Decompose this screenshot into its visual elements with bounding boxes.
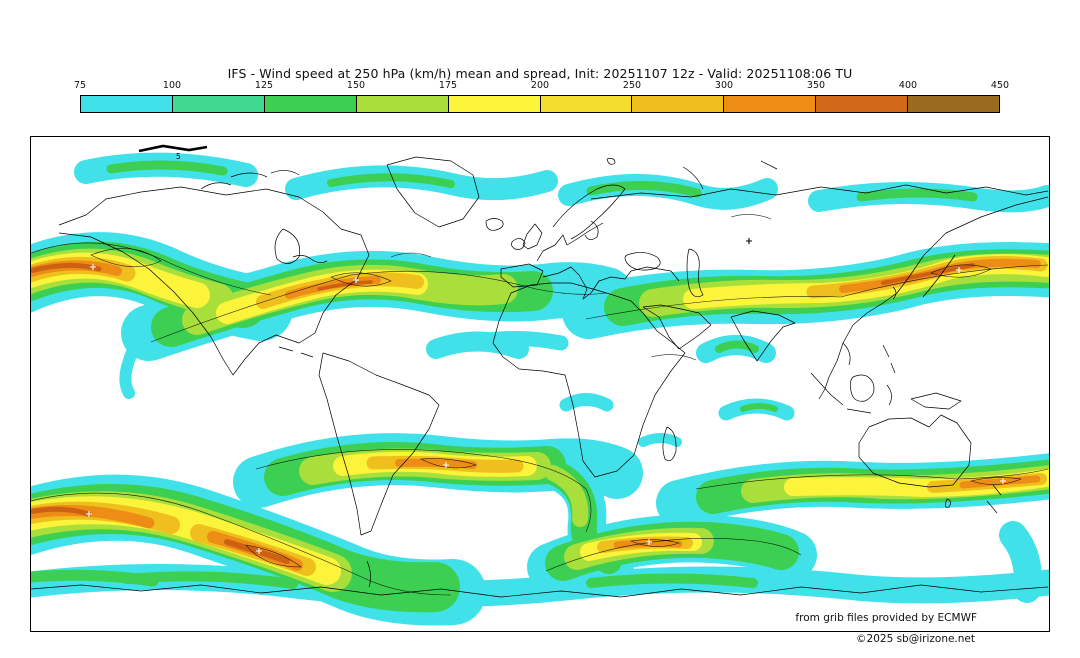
copyright: ©2025 sb@irizone.net (856, 633, 975, 645)
jet-stream-bands (31, 152, 1049, 626)
colorbar-tick: 125 (254, 80, 274, 91)
colorbar-tick-labels: 75 100 125 150 175 200 250 300 350 400 4… (74, 80, 1009, 93)
colorbar-segment (632, 96, 725, 112)
colorbar-tick: 300 (714, 80, 734, 91)
chart-title: IFS - Wind speed at 250 hPa (km/h) mean … (227, 66, 853, 81)
colorbar-tick: 450 (990, 80, 1010, 91)
colorbar-legend: 75 100 125 150 175 200 250 300 350 400 4… (74, 80, 1009, 113)
colorbar-tick: 250 (622, 80, 642, 91)
colorbar-segment (908, 96, 1000, 112)
isotach-contours (31, 214, 1049, 596)
colorbar-segment (264, 96, 357, 112)
colorbar-tick: 400 (898, 80, 918, 91)
coastlines (31, 156, 1049, 598)
map-credit: from grib files provided by ECMWF (795, 612, 977, 624)
colorbar-segment (448, 96, 541, 112)
colorbar-tick: 175 (438, 80, 458, 91)
colorbar-tick: 350 (806, 80, 826, 91)
wind-speed-map-svg: 5 (31, 144, 1049, 626)
world-map: 5 from grib files provided by ECMWF (30, 136, 1050, 632)
colorbar-segment (816, 96, 909, 112)
colorbar-segment (724, 96, 817, 112)
colorbar-tick: 100 (162, 80, 182, 91)
wind-maxima-markers: 5 (86, 144, 1006, 554)
contour-label: 5 (176, 152, 181, 161)
colorbar-segment (356, 96, 449, 112)
colorbar-tick: 200 (530, 80, 550, 91)
colorbar-segment (81, 96, 173, 112)
colorbar-segment (540, 96, 633, 112)
bold-contour-segment (138, 144, 208, 153)
colorbar-bar (80, 95, 1000, 113)
colorbar-tick: 150 (346, 80, 366, 91)
colorbar-tick: 75 (73, 80, 87, 91)
colorbar-segment (172, 96, 265, 112)
